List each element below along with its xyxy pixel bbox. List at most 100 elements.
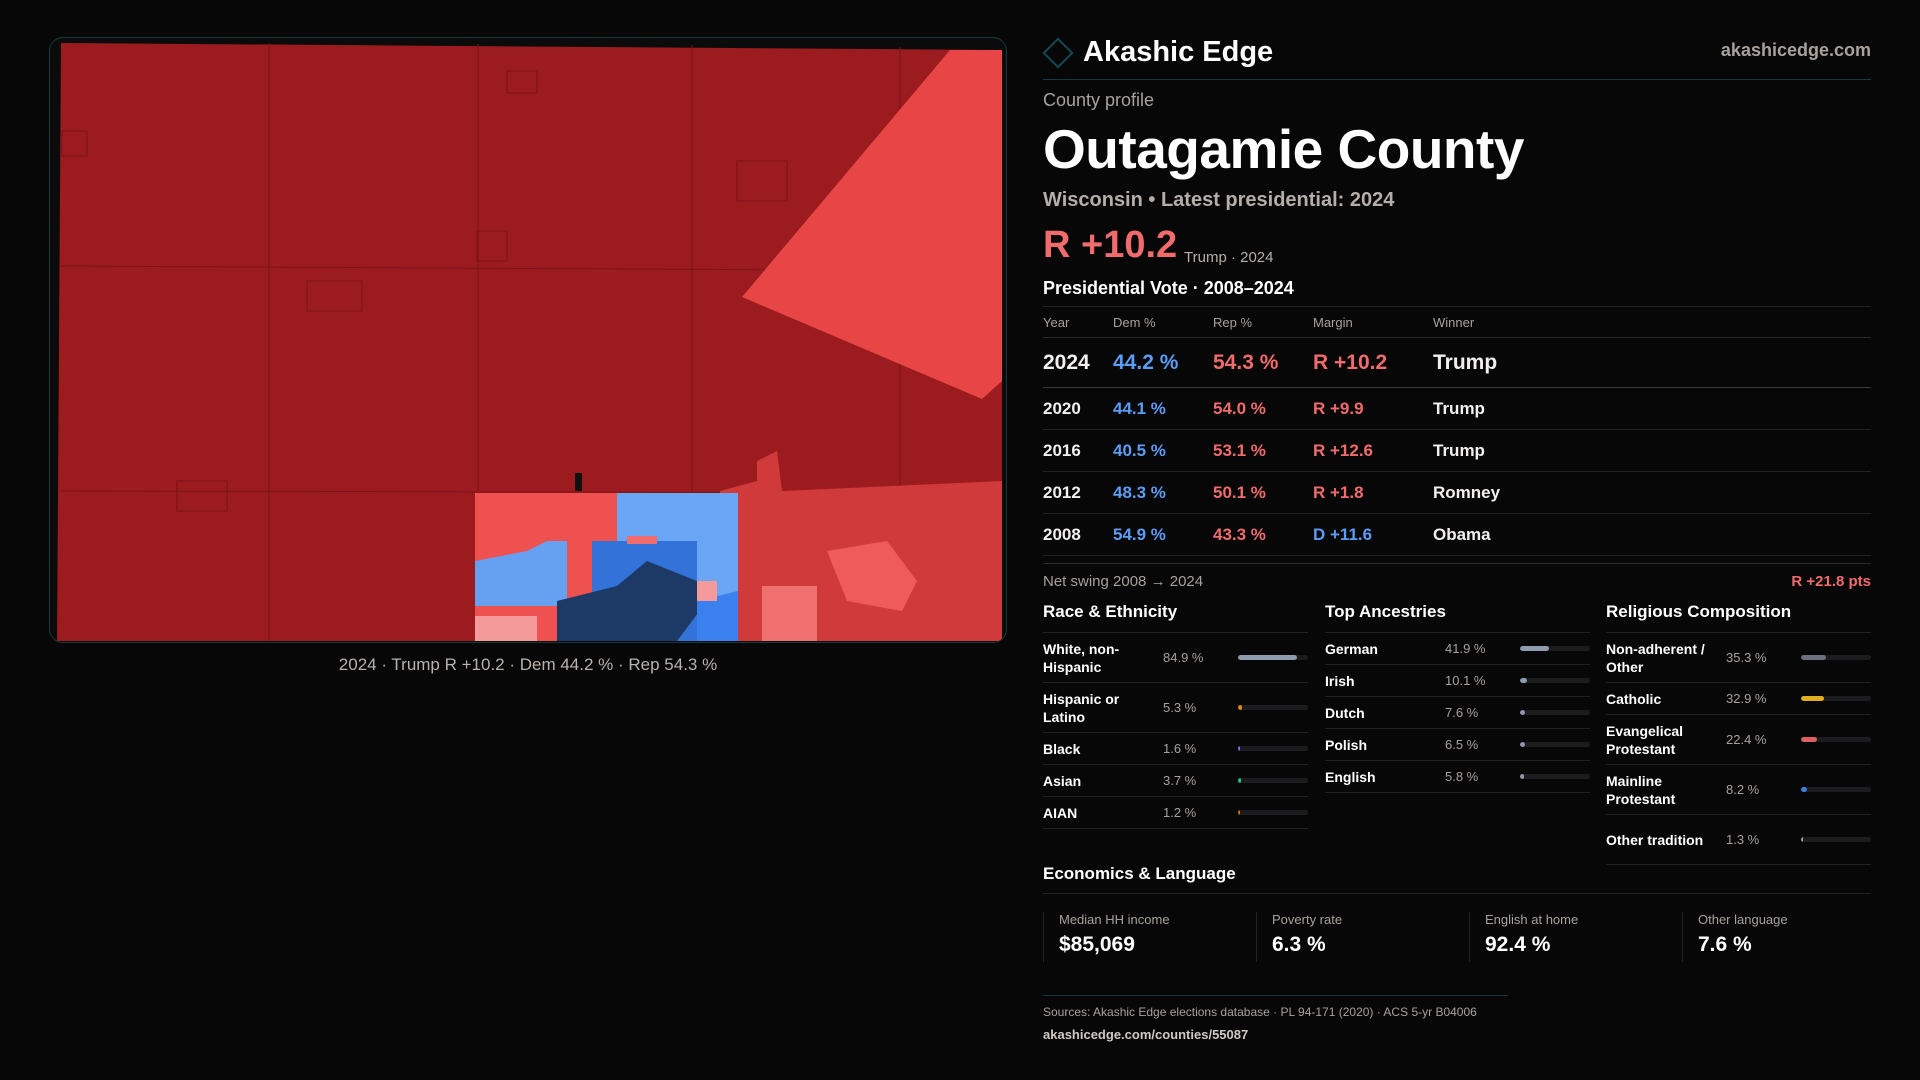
share-bar (1238, 778, 1308, 783)
precinct (697, 581, 717, 601)
county-precinct-map[interactable] (49, 37, 1007, 643)
list-item: AIAN 1.2 % (1043, 797, 1308, 829)
share-bar-fill (1238, 705, 1242, 710)
share-bar (1801, 837, 1871, 842)
item-label: German (1325, 640, 1378, 657)
economics-title: Economics & Language (1043, 864, 1236, 883)
winner-cell: Trump (1433, 337, 1871, 388)
rep-cell: 54.3 % (1213, 337, 1313, 388)
item-value: 1.6 % (1163, 741, 1197, 756)
col-header-winner: Winner (1433, 306, 1871, 338)
share-bar-fill (1238, 746, 1240, 751)
share-bar (1520, 710, 1590, 715)
item-label: Hispanic or Latino (1043, 690, 1120, 725)
item-value: 35.3 % (1726, 650, 1767, 665)
dem-cell: 44.1 % (1113, 387, 1213, 430)
item-label: Mainline Protestant (1606, 772, 1676, 807)
share-bar-fill (1238, 655, 1298, 660)
stat-poverty-rate: Poverty rate 6.3 % (1256, 912, 1468, 962)
winner-cell: Trump (1433, 429, 1871, 472)
stat-value: 6.3 % (1272, 933, 1326, 956)
dem-cell: 44.2 % (1113, 337, 1213, 388)
list-item: Evangelical Protestant 22.4 % (1606, 715, 1871, 765)
col-header-rep: Rep % (1213, 306, 1313, 338)
ancestry-section: Top Ancestries German 41.9 % Irish 10.1 % Dut… (1325, 602, 1590, 793)
item-value: 10.1 % (1445, 673, 1486, 688)
precinct-city-east (697, 591, 738, 641)
sources-note: Sources: Akashic Edge elections database… (1043, 1005, 1477, 1019)
item-label: Non-adherent / Other (1606, 640, 1705, 675)
brand-logo[interactable]: Akashic Edge (1042, 36, 1273, 69)
precinct (627, 536, 657, 544)
headline-margin: R +10.2 (1043, 224, 1178, 266)
diamond-logo-icon (1042, 36, 1074, 69)
net-swing-value: R +21.8 pts (1791, 573, 1871, 590)
county-url-link[interactable]: akashicedge.com/counties/55087 (1043, 1027, 1249, 1042)
rep-cell: 50.1 % (1213, 471, 1313, 514)
item-label: Evangelical Protestant (1606, 722, 1684, 757)
dem-cell: 40.5 % (1113, 429, 1213, 472)
precinct-east-light (827, 541, 917, 611)
share-bar (1801, 737, 1871, 742)
stat-english-home: English at home 92.4 % (1469, 912, 1681, 962)
rep-cell: 53.1 % (1213, 429, 1313, 472)
rep-cell: 54.0 % (1213, 387, 1313, 430)
item-value: 22.4 % (1726, 732, 1767, 747)
stat-value: 7.6 % (1698, 933, 1752, 956)
table-row: 2020 44.1 % 54.0 % R +9.9 Trump (1043, 387, 1871, 430)
share-bar-fill (1238, 778, 1241, 783)
table-row: 2016 40.5 % 53.1 % R +12.6 Trump (1043, 429, 1871, 472)
share-bar (1520, 774, 1590, 779)
col-header-dem: Dem % (1113, 306, 1213, 338)
list-item: Asian 3.7 % (1043, 765, 1308, 797)
list-item: Dutch 7.6 % (1325, 697, 1590, 729)
list-item: Mainline Protestant 8.2 % (1606, 765, 1871, 815)
item-label: Asian (1043, 772, 1082, 789)
item-label: English (1325, 768, 1376, 785)
precinct-southwest-blue (475, 541, 567, 606)
item-value: 5.3 % (1163, 700, 1197, 715)
share-bar (1520, 742, 1590, 747)
col-header-year: Year (1043, 306, 1113, 338)
list-item: Polish 6.5 % (1325, 729, 1590, 761)
divider (1043, 563, 1871, 564)
precinct-west-pale (475, 616, 537, 641)
stat-label: Other language (1698, 912, 1788, 927)
year-cell: 2012 (1043, 471, 1113, 514)
winner-cell: Obama (1433, 513, 1871, 556)
share-bar (1801, 655, 1871, 660)
precinct-map-svg[interactable] (57, 41, 1005, 641)
site-link[interactable]: akashicedge.com (1720, 40, 1871, 60)
list-item: Other tradition 1.3 % (1606, 815, 1871, 865)
share-bar-fill (1520, 774, 1525, 779)
margin-cell: R +10.2 (1313, 337, 1433, 388)
share-bar (1238, 655, 1308, 660)
vote-table-title: Presidential Vote · 2008–2024 (1043, 278, 1294, 298)
stat-median-income: Median HH income $85,069 (1043, 912, 1255, 962)
list-item: English 5.8 % (1325, 761, 1590, 793)
col-header-margin: Margin (1313, 306, 1433, 338)
item-label: AIAN (1043, 804, 1078, 821)
divider (1043, 995, 1508, 996)
share-bar-fill (1520, 678, 1528, 683)
table-row: 2024 44.2 % 54.3 % R +10.2 Trump (1043, 337, 1871, 388)
vote-history-table: Year Dem % Rep % Margin Winner 2024 44.2 … (1043, 306, 1871, 556)
page-title: Outagamie County (1043, 118, 1524, 180)
share-bar-fill (1520, 710, 1526, 715)
share-bar (1238, 705, 1308, 710)
precinct-east-pale (762, 586, 817, 641)
item-value: 84.9 % (1163, 650, 1204, 665)
item-label: Polish (1325, 736, 1368, 753)
share-bar-fill (1238, 810, 1240, 815)
share-bar-fill (1520, 742, 1525, 747)
stat-label: English at home (1485, 912, 1579, 927)
margin-cell: R +1.8 (1313, 471, 1433, 514)
map-caption: 2024 · Trump R +10.2 · Dem 44.2 % · Rep … (338, 655, 718, 674)
list-item: German 41.9 % (1325, 633, 1590, 665)
item-value: 32.9 % (1726, 691, 1767, 706)
share-bar (1801, 696, 1871, 701)
share-bar-fill (1801, 837, 1803, 842)
table-row: 2008 54.9 % 43.3 % D +11.6 Obama (1043, 513, 1871, 556)
item-value: 3.7 % (1163, 773, 1197, 788)
precinct (575, 473, 582, 491)
